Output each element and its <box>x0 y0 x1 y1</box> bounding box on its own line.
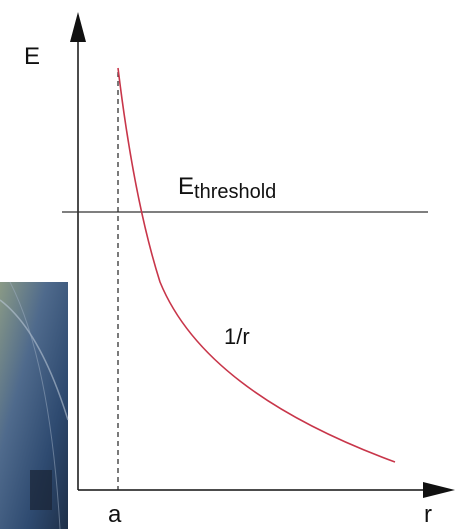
photo-detail <box>0 299 69 421</box>
threshold-label: Ethreshold <box>178 173 276 203</box>
threshold-subscript: threshold <box>194 181 276 203</box>
x-axis-label: r <box>424 501 432 528</box>
curve-label: 1/r <box>224 324 250 349</box>
inverse-curve <box>117 67 396 463</box>
y-axis-arrow <box>70 12 86 42</box>
y-axis-label: E <box>24 43 40 70</box>
threshold-main: E <box>178 173 194 200</box>
x-axis-arrow <box>423 482 455 498</box>
photo-detail <box>30 470 52 510</box>
marker-label: a <box>108 501 122 528</box>
photo-detail <box>9 281 61 529</box>
